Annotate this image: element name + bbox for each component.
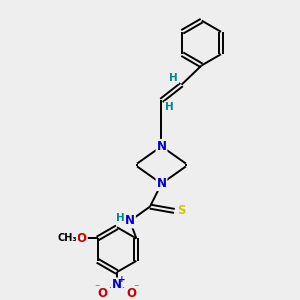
Text: O: O: [98, 286, 108, 299]
Text: ⁻: ⁻: [134, 283, 139, 293]
Text: S: S: [177, 204, 186, 218]
Text: N: N: [157, 140, 166, 153]
Text: H: H: [116, 212, 125, 223]
Text: H: H: [169, 73, 178, 83]
Text: +: +: [118, 275, 126, 284]
Text: N: N: [112, 278, 122, 292]
Text: O: O: [77, 232, 87, 245]
Text: N: N: [125, 214, 135, 227]
Text: N: N: [157, 177, 166, 190]
Text: O: O: [126, 286, 136, 299]
Text: CH₃: CH₃: [58, 233, 77, 244]
Text: H: H: [165, 102, 174, 112]
Text: ⁻: ⁻: [95, 283, 100, 293]
